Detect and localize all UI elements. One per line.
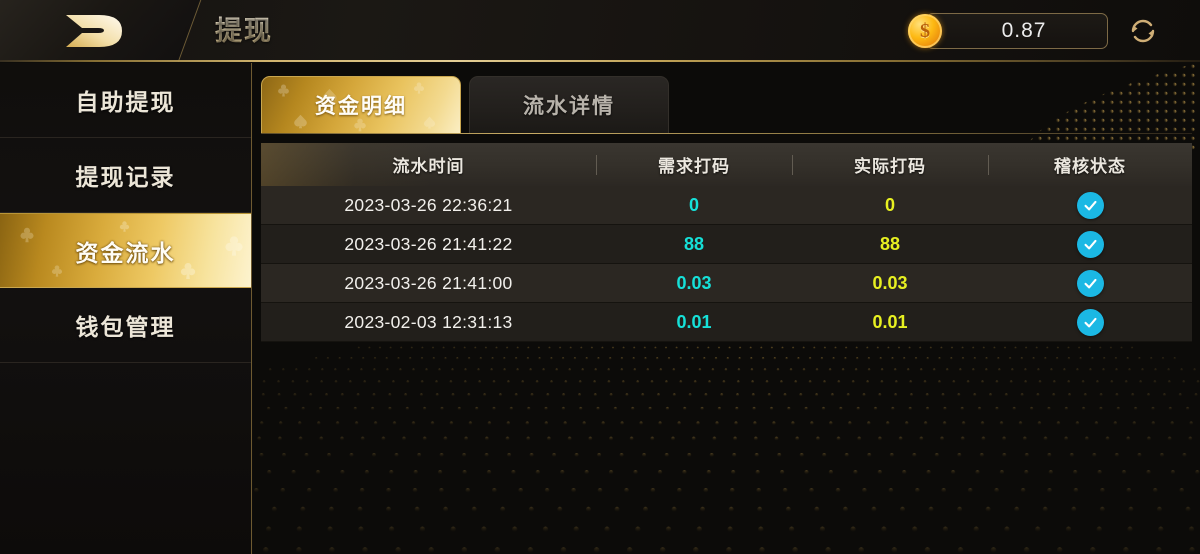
- sidebar-item-withdraw-records[interactable]: 提现记录: [0, 138, 251, 213]
- cell-time: 2023-03-26 22:36:21: [344, 194, 513, 215]
- tabs-divider: [261, 133, 1192, 134]
- brand-d-logo-icon[interactable]: [52, 10, 132, 52]
- spade-suit-icon: [423, 116, 436, 129]
- header-divider: [0, 60, 1200, 62]
- column-header-time: 流水时间: [392, 157, 465, 176]
- club-suit-icon: [180, 263, 196, 279]
- tab-flow-detail[interactable]: 流水详情: [469, 76, 669, 133]
- balance-value: 0.87: [1001, 19, 1047, 42]
- sidebar-item-fund-flow[interactable]: 资金流水: [0, 213, 251, 288]
- tab-label: 资金明细: [315, 95, 407, 118]
- column-header-required: 需求打码: [596, 152, 792, 177]
- refresh-icon[interactable]: [1126, 14, 1160, 48]
- cell-status: [988, 230, 1192, 258]
- cell-required: 0.03: [676, 272, 712, 293]
- tab-fund-detail[interactable]: 资金明细: [261, 76, 461, 133]
- cell-status: [988, 269, 1192, 297]
- column-header-status: 稽核状态: [988, 152, 1192, 177]
- club-suit-icon: [20, 227, 34, 243]
- check-circle-icon[interactable]: [1076, 308, 1104, 336]
- cell-status: [988, 308, 1192, 336]
- cell-required: 0: [688, 194, 699, 215]
- dollar-coin-icon: $: [908, 14, 942, 48]
- check-circle-icon[interactable]: [1076, 191, 1104, 219]
- sidebar-nav: 自助提现 提现记录 资金流水 钱包管理: [0, 63, 252, 554]
- check-circle-icon[interactable]: [1076, 269, 1104, 297]
- check-circle-icon[interactable]: [1076, 230, 1104, 258]
- app-header: 提现 $ 0.87: [0, 0, 1200, 62]
- cell-time: 2023-03-26 21:41:22: [344, 233, 513, 254]
- sidebar-item-self-withdraw[interactable]: 自助提现: [0, 63, 251, 138]
- cell-status: [988, 191, 1192, 219]
- table-row[interactable]: 2023-03-26 21:41:22 88 88: [261, 225, 1192, 264]
- cell-actual: 0.01: [872, 311, 908, 332]
- table-header-row: 流水时间 需求打码 实际打码 稽核状态: [261, 143, 1192, 186]
- balance-display: $ 0.87: [908, 12, 1108, 50]
- club-suit-icon: [414, 82, 424, 94]
- cell-time: 2023-02-03 12:31:13: [344, 311, 513, 332]
- table-row[interactable]: 2023-03-26 21:41:00 0.03 0.03: [261, 264, 1192, 303]
- cell-required: 0.01: [676, 311, 712, 332]
- sidebar-item-label: 资金流水: [75, 239, 176, 266]
- content-tabs: 资金明细 流水详情: [261, 76, 669, 133]
- column-header-actual: 实际打码: [792, 152, 988, 177]
- club-suit-icon: [225, 236, 243, 256]
- main-content: 资金明细 流水详情 流水时间 需求打码 实际打码 稽核状态 2023-03-26…: [253, 63, 1200, 554]
- table-row[interactable]: 2023-02-03 12:31:13 0.01 0.01: [261, 303, 1192, 342]
- club-suit-icon: [119, 221, 130, 232]
- fund-flow-table: 流水时间 需求打码 实际打码 稽核状态 2023-03-26 22:36:21 …: [261, 143, 1192, 342]
- balance-field[interactable]: 0.87: [926, 13, 1108, 49]
- sidebar-item-label: 钱包管理: [75, 314, 176, 340]
- cell-required: 88: [683, 233, 705, 254]
- cell-actual: 0.03: [872, 272, 908, 293]
- tab-label: 流水详情: [523, 95, 615, 118]
- cell-actual: 0: [884, 194, 895, 215]
- page-title: 提现: [215, 9, 273, 48]
- club-suit-icon: [52, 265, 62, 277]
- sidebar-item-label: 自助提现: [75, 89, 176, 115]
- sidebar-item-wallet-management[interactable]: 钱包管理: [0, 288, 251, 363]
- club-suit-icon: [278, 84, 289, 97]
- cell-actual: 88: [879, 233, 901, 254]
- cell-time: 2023-03-26 21:41:00: [344, 272, 513, 293]
- spade-suit-icon: [294, 114, 307, 129]
- table-row[interactable]: 2023-03-26 22:36:21 0 0: [261, 186, 1192, 225]
- sidebar-item-label: 提现记录: [75, 164, 176, 190]
